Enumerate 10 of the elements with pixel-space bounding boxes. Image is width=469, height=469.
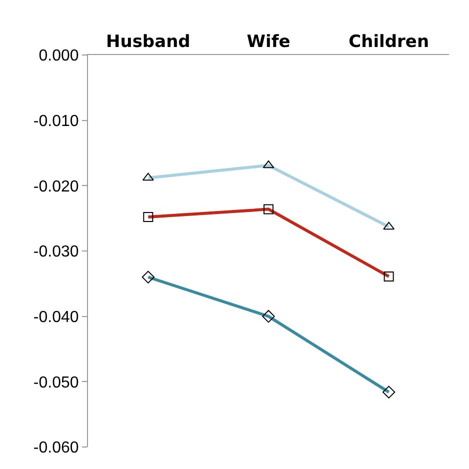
x-tick-label: Husband bbox=[106, 32, 190, 52]
y-tick-label: -0.010 bbox=[33, 112, 79, 130]
y-tick-label: -0.030 bbox=[33, 244, 79, 261]
y-tick-label: -0.050 bbox=[33, 374, 79, 392]
y-tick-label: 0.000 bbox=[38, 48, 79, 65]
y-tick-label: -0.060 bbox=[33, 440, 79, 457]
y-tick-label: -0.020 bbox=[33, 178, 79, 196]
x-tick-label: Children bbox=[348, 32, 430, 52]
x-tick-label: Wife bbox=[246, 32, 290, 52]
y-tick-label: -0.040 bbox=[33, 308, 79, 326]
